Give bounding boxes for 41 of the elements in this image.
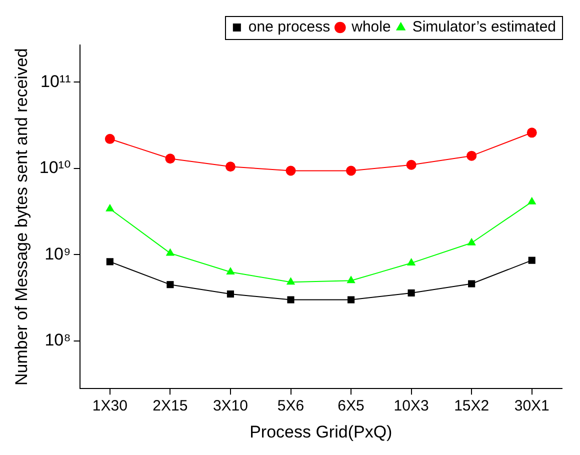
x-tick-label: 2X15 [152,398,188,415]
y-axis-title: Number of Message bytes sent and received [12,48,31,386]
point [526,128,537,138]
point [106,204,114,212]
y-tick-label: 10¹¹ [40,72,72,91]
x-tick-label: 10X3 [394,398,429,415]
legend-label: whole [350,18,391,36]
point [226,290,234,298]
y-tick-label: 10¹⁰ [39,158,71,178]
point [287,296,294,304]
point [166,248,175,256]
y-tick-label: 10⁸ [44,330,71,350]
x-tick-label: 15X2 [454,398,490,415]
point [468,280,476,288]
x-tick-label: 30X1 [514,398,550,415]
point [104,134,115,144]
point [346,166,356,176]
x-tick-label: 5X6 [277,398,304,415]
x-tick-label: 1X30 [92,398,128,415]
point [106,258,114,266]
legend-label: Simulator’s estimated [412,18,556,36]
point [346,276,356,284]
point [286,166,296,176]
point [528,196,536,204]
point [406,258,416,266]
legend-label: one process [248,18,330,36]
point [165,154,176,164]
x-axis-title: Process Grid(PxQ) [250,422,392,442]
x-tick-label: 6X5 [338,398,364,415]
point [528,256,536,264]
point [286,277,296,285]
x-tick-label: 3X10 [212,398,248,415]
point [166,281,174,288]
point [225,162,236,172]
y-tick-label: 10⁹ [44,244,71,264]
point [467,238,476,246]
point [408,289,415,296]
point [466,150,477,161]
point [406,160,416,170]
point [226,266,235,274]
point [347,296,355,304]
